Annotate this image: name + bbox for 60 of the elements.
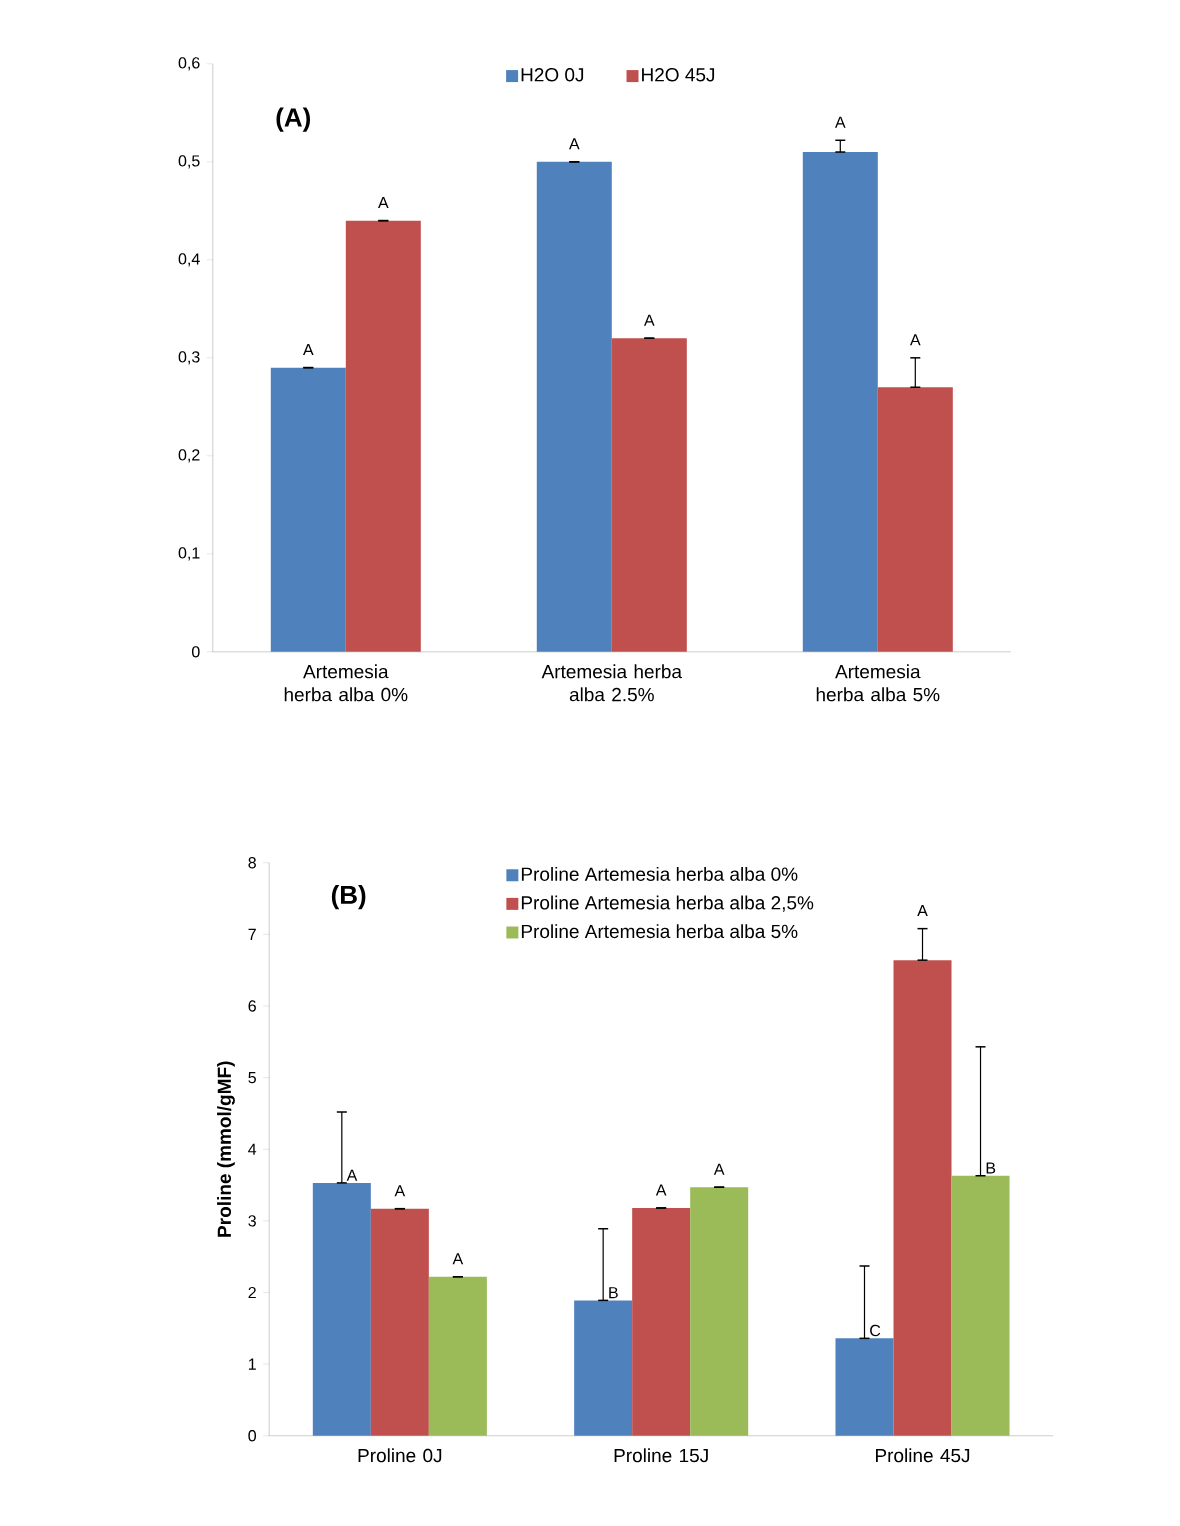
data-label: A xyxy=(910,334,921,346)
bar xyxy=(574,1300,633,1436)
bar xyxy=(612,338,688,652)
data-label: B xyxy=(609,1287,619,1299)
y-tick-label: 0,5 xyxy=(178,155,200,169)
bar xyxy=(429,1276,488,1436)
x-tick-label: Artemesia herba alba 0% xyxy=(285,664,408,702)
bar xyxy=(371,1208,430,1436)
y-tick-label: 3 xyxy=(248,1215,257,1227)
data-label: C xyxy=(870,1324,881,1337)
y-tick-label: 0,3 xyxy=(178,351,200,365)
bar xyxy=(803,152,879,652)
y-tick-label: 5 xyxy=(248,1072,257,1084)
bar xyxy=(313,1182,372,1436)
bar xyxy=(537,161,613,652)
data-label: A xyxy=(303,344,314,356)
y-tick-label: 2 xyxy=(248,1286,257,1299)
annotation: (B) xyxy=(332,885,366,910)
data-label: A xyxy=(394,1185,406,1197)
x-tick-label: Proline 45J xyxy=(876,1448,970,1463)
data-label: A xyxy=(644,314,655,326)
y-tick-label: 1 xyxy=(249,1358,257,1370)
bar xyxy=(878,387,954,652)
bar xyxy=(632,1207,691,1436)
bar xyxy=(951,1175,1010,1436)
data-label: A xyxy=(346,1169,358,1181)
data-label: A xyxy=(917,905,929,917)
legend-label: Proline Artemesia herba alba 2,5% xyxy=(522,895,814,912)
x-tick-label: Proline 0J xyxy=(358,1448,442,1463)
x-tick-label: Proline 15J xyxy=(614,1448,709,1463)
legend-label: Proline Artemesia herba alba 5% xyxy=(522,924,798,939)
y-tick-label: 0,2 xyxy=(178,449,200,463)
y-tick-label: 4 xyxy=(248,1143,257,1155)
bar xyxy=(690,1187,749,1436)
y-tick-label: 6 xyxy=(248,1000,257,1012)
bar xyxy=(346,220,422,652)
x-tick-label: Artemesia herba alba 5% xyxy=(817,664,940,702)
y-tick-label: 7 xyxy=(248,928,257,940)
y-tick-label: 8 xyxy=(248,857,257,869)
data-label: A xyxy=(452,1253,464,1265)
data-label: B xyxy=(986,1162,996,1174)
legend-label: Proline Artemesia herba alba 0% xyxy=(522,866,798,881)
y-tick-label: 0 xyxy=(248,1430,257,1442)
data-label: A xyxy=(656,1184,667,1196)
legend-label: H2O 45J xyxy=(642,68,715,82)
y-tick-label: 0,4 xyxy=(178,253,201,267)
bar xyxy=(271,367,347,652)
annotation: (A) xyxy=(276,107,311,132)
y-tick-label: 0,1 xyxy=(178,547,200,561)
y-axis-title: Proline (mmol/gMF) xyxy=(217,1061,236,1237)
y-tick-label: 0 xyxy=(192,646,200,658)
bar xyxy=(893,960,952,1436)
data-label: A xyxy=(378,197,389,209)
x-tick-label: Artemesia herba alba 2.5% xyxy=(541,664,683,702)
y-tick-label: 0,6 xyxy=(178,57,200,71)
bar xyxy=(835,1338,894,1436)
legend-label: H2O 0J xyxy=(521,68,584,82)
data-label: A xyxy=(835,116,846,128)
data-label: A xyxy=(714,1163,725,1175)
data-label: A xyxy=(569,138,580,150)
